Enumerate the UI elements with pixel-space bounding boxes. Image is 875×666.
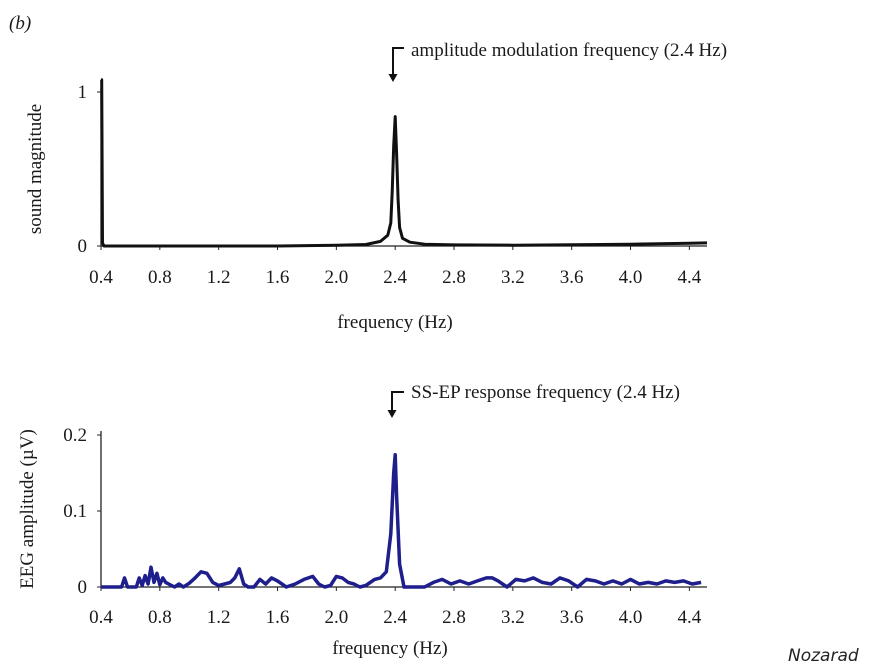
- annotation-label: SS-EP response frequency (2.4 Hz): [411, 382, 680, 403]
- x-tick-label: 2.8: [442, 607, 466, 628]
- x-tick-label: 0.4: [89, 607, 113, 628]
- y-tick-label: 0: [78, 577, 88, 598]
- y-tick-label: 0.2: [63, 425, 87, 446]
- annotation-label: amplitude modulation frequency (2.4 Hz): [411, 40, 727, 61]
- x-tick-label: 3.2: [501, 607, 525, 628]
- x-axis-title: frequency (Hz): [332, 638, 448, 659]
- y-tick-label: 1: [78, 82, 88, 103]
- x-tick-label: 3.2: [501, 267, 525, 288]
- x-tick-label: 1.6: [266, 607, 290, 628]
- x-tick-label: 2.8: [442, 267, 466, 288]
- annotation-arrowhead: [388, 74, 398, 82]
- panel-label: (b): [9, 13, 31, 34]
- y-axis-title: sound magnitude: [25, 104, 46, 234]
- series-line-0: [100, 78, 708, 248]
- chart-eeg-amplitude: SS-EP response frequency (2.4 Hz) EEG am…: [17, 382, 707, 659]
- x-tick-label: 2.4: [383, 607, 407, 628]
- x-tick-label: 0.8: [148, 267, 172, 288]
- x-tick-label: 1.2: [207, 607, 231, 628]
- x-axis-title: frequency (Hz): [337, 312, 453, 333]
- series-line-0: [101, 453, 702, 589]
- annotation-arrow: [392, 47, 404, 76]
- y-axis-title: EEG amplitude (µV): [17, 429, 38, 589]
- x-tick-label: 0.8: [148, 607, 172, 628]
- source-credit: Nozarad: [788, 646, 859, 666]
- x-tick-label: 4.4: [677, 267, 701, 288]
- annotation-arrow: [391, 391, 404, 410]
- x-tick-label: 3.6: [560, 267, 584, 288]
- y-tick-label: 0.1: [63, 501, 87, 522]
- x-tick-label: 3.6: [560, 607, 584, 628]
- x-tick-label: 4.0: [619, 607, 643, 628]
- annotation-arrowhead: [387, 410, 397, 418]
- x-tick-label: 4.0: [619, 267, 643, 288]
- chart-sound-magnitude: amplitude modulation frequency (2.4 Hz) …: [25, 40, 727, 333]
- x-tick-label: 1.2: [207, 267, 231, 288]
- x-tick-label: 1.6: [266, 267, 290, 288]
- x-tick-label: 2.4: [383, 267, 407, 288]
- x-tick-label: 2.0: [324, 607, 348, 628]
- x-tick-label: 4.4: [677, 607, 701, 628]
- x-tick-label: 0.4: [89, 267, 113, 288]
- x-tick-label: 2.0: [324, 267, 348, 288]
- y-tick-label: 0: [78, 236, 88, 257]
